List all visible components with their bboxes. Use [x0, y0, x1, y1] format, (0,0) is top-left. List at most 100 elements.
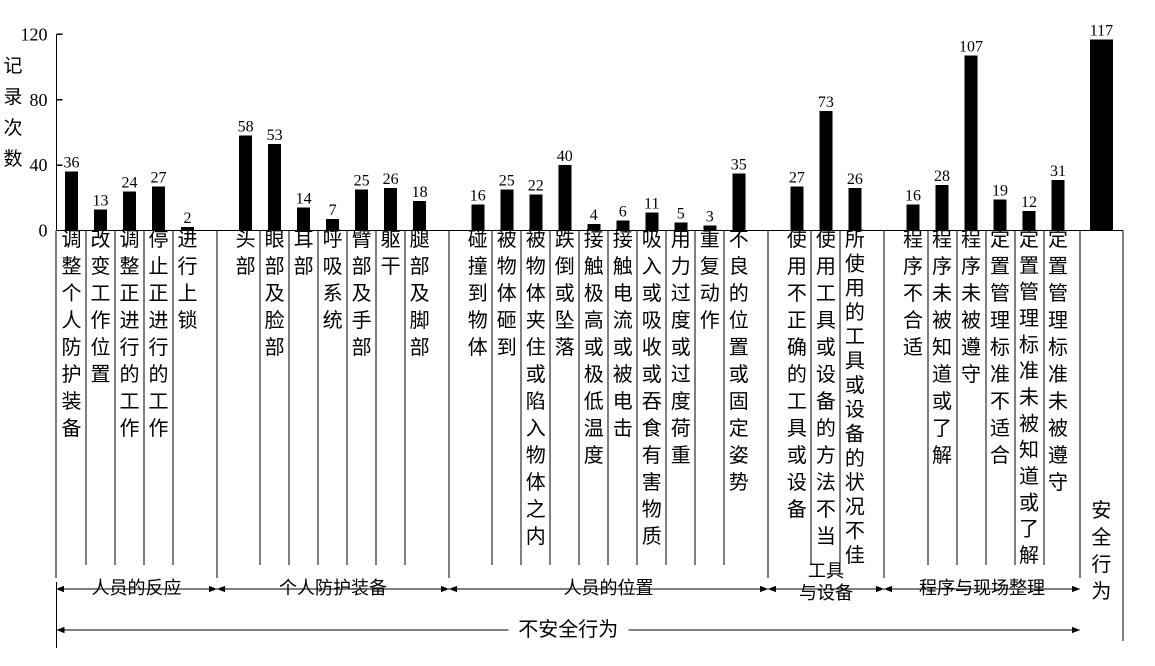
svg-text:置: 置 [729, 337, 749, 359]
svg-text:58: 58 [238, 119, 254, 136]
svg-text:的: 的 [787, 363, 807, 386]
svg-text:或: 或 [671, 336, 691, 359]
svg-text:3: 3 [706, 209, 714, 226]
svg-text:部: 部 [265, 336, 285, 359]
svg-text:状: 状 [845, 471, 865, 494]
svg-text:或: 或 [816, 336, 836, 359]
svg-text:理: 理 [990, 310, 1010, 332]
svg-text:守: 守 [1048, 471, 1068, 494]
svg-text:或: 或 [932, 390, 952, 413]
svg-text:物: 物 [526, 444, 546, 467]
svg-text:头: 头 [236, 228, 256, 251]
svg-text:害: 害 [642, 471, 662, 494]
svg-text:耳: 耳 [294, 229, 314, 251]
svg-text:用: 用 [845, 278, 865, 300]
svg-text:6: 6 [619, 204, 627, 221]
svg-text:未: 未 [1019, 386, 1039, 409]
svg-text:不: 不 [990, 391, 1010, 413]
svg-text:标: 标 [1048, 336, 1068, 359]
svg-text:脸: 脸 [265, 309, 285, 332]
svg-text:行: 行 [178, 255, 198, 278]
svg-text:复: 复 [700, 255, 720, 278]
svg-text:的: 的 [149, 363, 169, 386]
svg-text:碰: 碰 [468, 228, 488, 251]
svg-text:到: 到 [468, 282, 488, 305]
svg-text:107: 107 [959, 39, 983, 56]
svg-text:工: 工 [149, 391, 169, 413]
svg-text:管: 管 [1019, 281, 1039, 304]
svg-text:用: 用 [671, 229, 691, 251]
svg-text:117: 117 [1090, 22, 1113, 39]
svg-text:或: 或 [642, 363, 662, 386]
svg-text:26: 26 [383, 171, 399, 188]
svg-text:确: 确 [787, 336, 807, 359]
svg-text:被: 被 [932, 309, 952, 332]
svg-text:电: 电 [613, 390, 633, 413]
svg-text:正: 正 [120, 283, 140, 305]
svg-text:序: 序 [932, 255, 952, 278]
svg-text:2: 2 [184, 210, 192, 227]
svg-text:数: 数 [3, 148, 22, 170]
svg-text:13: 13 [93, 192, 109, 209]
svg-text:部: 部 [352, 336, 372, 359]
svg-text:高: 高 [584, 309, 604, 332]
svg-text:解: 解 [932, 444, 952, 467]
svg-text:备: 备 [787, 498, 807, 521]
svg-text:18: 18 [412, 184, 428, 201]
svg-text:极: 极 [584, 363, 604, 386]
svg-text:躯: 躯 [381, 228, 401, 251]
svg-text:用: 用 [787, 256, 807, 278]
svg-text:部: 部 [236, 255, 256, 278]
svg-text:7: 7 [329, 202, 337, 219]
svg-text:置: 置 [91, 364, 111, 386]
svg-text:程: 程 [961, 228, 981, 251]
svg-text:道: 道 [1019, 465, 1039, 488]
svg-text:具: 具 [845, 351, 865, 373]
svg-text:程: 程 [903, 228, 923, 251]
svg-text:准: 准 [1048, 363, 1068, 386]
svg-text:记: 记 [3, 55, 22, 77]
svg-text:住: 住 [526, 336, 546, 359]
svg-text:管: 管 [990, 282, 1010, 305]
svg-text:工具: 工具 [808, 561, 844, 581]
svg-text:次: 次 [3, 117, 22, 139]
svg-text:不: 不 [903, 283, 923, 305]
svg-text:行: 行 [120, 336, 140, 359]
svg-text:具: 具 [787, 418, 807, 440]
svg-text:35: 35 [731, 156, 747, 173]
svg-text:不: 不 [816, 499, 836, 521]
svg-text:置: 置 [1019, 255, 1039, 277]
svg-text:备: 备 [62, 417, 82, 440]
svg-text:作: 作 [91, 309, 111, 332]
svg-text:的: 的 [845, 301, 865, 324]
svg-text:改: 改 [91, 228, 111, 251]
svg-text:体: 体 [497, 282, 517, 305]
svg-text:准: 准 [1019, 360, 1039, 383]
svg-text:人员的反应: 人员的反应 [92, 578, 182, 598]
svg-text:及: 及 [352, 283, 372, 305]
svg-text:73: 73 [818, 94, 834, 111]
svg-text:入: 入 [526, 418, 546, 440]
svg-text:食: 食 [642, 417, 662, 440]
svg-text:跌: 跌 [555, 228, 575, 251]
svg-text:低: 低 [584, 390, 604, 413]
svg-text:行: 行 [1091, 553, 1111, 576]
svg-text:26: 26 [847, 171, 863, 188]
svg-text:砸: 砸 [497, 310, 517, 332]
svg-text:录: 录 [3, 87, 22, 108]
svg-text:统: 统 [323, 309, 343, 332]
svg-text:工: 工 [120, 391, 140, 413]
svg-text:的: 的 [816, 417, 836, 440]
svg-text:流: 流 [613, 309, 633, 332]
svg-text:力: 力 [671, 255, 691, 278]
svg-text:定: 定 [1048, 228, 1068, 251]
svg-text:腿: 腿 [410, 229, 430, 251]
svg-text:工: 工 [91, 283, 111, 305]
svg-text:位: 位 [729, 309, 749, 332]
svg-text:设: 设 [816, 363, 836, 386]
svg-text:定: 定 [990, 228, 1010, 251]
svg-text:方: 方 [816, 444, 836, 467]
svg-text:落: 落 [555, 336, 575, 359]
svg-text:未: 未 [961, 282, 981, 305]
svg-text:5: 5 [677, 205, 685, 222]
